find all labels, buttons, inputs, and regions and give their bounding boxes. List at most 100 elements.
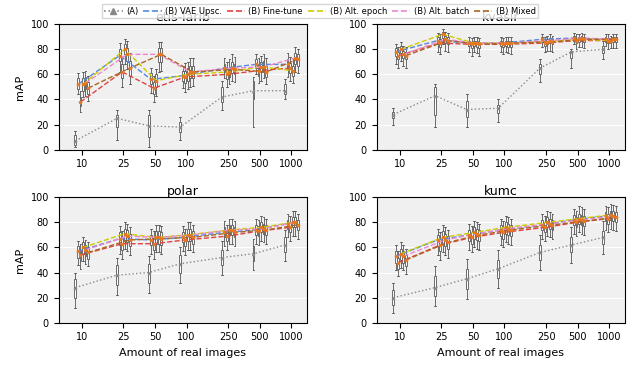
Bar — [397, 257, 399, 269]
Bar — [468, 230, 470, 241]
Bar — [395, 251, 397, 263]
Bar — [395, 48, 397, 56]
Bar — [187, 229, 189, 241]
Bar — [231, 225, 233, 235]
Bar — [541, 37, 543, 42]
Bar — [578, 214, 580, 224]
Bar — [126, 230, 128, 242]
Bar — [466, 101, 468, 117]
Bar — [284, 238, 286, 253]
Bar — [77, 78, 79, 90]
Bar — [614, 212, 616, 222]
Bar — [187, 68, 189, 81]
Bar — [470, 232, 472, 244]
Bar — [221, 87, 223, 102]
Bar — [292, 66, 294, 76]
Bar — [126, 48, 128, 61]
Bar — [150, 73, 152, 84]
Bar — [160, 232, 162, 245]
Bar — [570, 238, 572, 253]
Bar — [234, 228, 236, 238]
Bar — [552, 220, 554, 230]
Bar — [184, 235, 186, 246]
Bar — [189, 229, 191, 241]
Bar — [297, 220, 299, 230]
Bar — [497, 104, 499, 113]
Bar — [255, 59, 257, 68]
Bar — [156, 74, 157, 87]
Bar — [82, 242, 84, 254]
Bar — [124, 229, 125, 240]
Bar — [605, 212, 607, 221]
Bar — [578, 37, 580, 42]
Bar — [158, 231, 160, 244]
Bar — [444, 233, 446, 246]
Bar — [179, 122, 181, 132]
Title: polar: polar — [167, 185, 199, 198]
Bar — [478, 42, 480, 48]
Bar — [439, 39, 441, 47]
Bar — [436, 37, 438, 44]
Bar — [265, 225, 267, 235]
Bar — [405, 255, 407, 266]
Bar — [116, 265, 118, 285]
Title: etis-larib: etis-larib — [156, 12, 211, 25]
Bar — [153, 82, 155, 94]
Bar — [289, 63, 291, 73]
Bar — [500, 41, 502, 46]
Bar — [231, 62, 233, 73]
Bar — [403, 51, 404, 58]
Bar — [84, 77, 86, 90]
Bar — [124, 44, 125, 54]
Bar — [287, 220, 289, 229]
Bar — [116, 115, 118, 127]
Bar — [192, 231, 194, 244]
Bar — [614, 37, 616, 42]
Bar — [547, 217, 548, 228]
Bar — [544, 41, 546, 46]
Bar — [150, 235, 152, 245]
Bar — [121, 238, 123, 250]
Bar — [228, 67, 230, 77]
Bar — [573, 215, 575, 225]
Bar — [179, 255, 181, 273]
Bar — [234, 65, 236, 74]
Bar — [158, 48, 160, 62]
Bar — [505, 41, 507, 46]
Bar — [473, 228, 475, 239]
Bar — [392, 112, 394, 118]
Bar — [573, 35, 575, 41]
Bar — [403, 251, 404, 263]
Bar — [612, 37, 614, 42]
X-axis label: Amount of real images: Amount of real images — [437, 348, 564, 358]
Bar — [580, 35, 582, 41]
Bar — [84, 245, 86, 256]
Bar — [87, 247, 89, 259]
Bar — [255, 225, 257, 235]
Bar — [510, 41, 512, 47]
Bar — [129, 233, 131, 246]
Bar — [262, 224, 264, 233]
Bar — [189, 66, 191, 78]
Bar — [612, 211, 614, 221]
Bar — [400, 46, 402, 53]
Bar — [439, 239, 441, 251]
Bar — [82, 78, 84, 91]
Bar — [539, 65, 541, 74]
Y-axis label: mAP: mAP — [15, 74, 25, 100]
Bar — [397, 52, 399, 59]
Bar — [184, 70, 186, 83]
Bar — [609, 211, 611, 220]
Bar — [442, 231, 444, 244]
Bar — [156, 231, 157, 244]
Bar — [121, 65, 123, 78]
Bar — [442, 32, 444, 38]
Bar — [192, 66, 194, 78]
Bar — [77, 246, 79, 257]
Bar — [260, 222, 262, 232]
Bar — [476, 229, 477, 240]
Bar — [510, 225, 512, 236]
Bar — [153, 238, 155, 250]
Bar — [583, 216, 585, 226]
Bar — [470, 42, 472, 48]
